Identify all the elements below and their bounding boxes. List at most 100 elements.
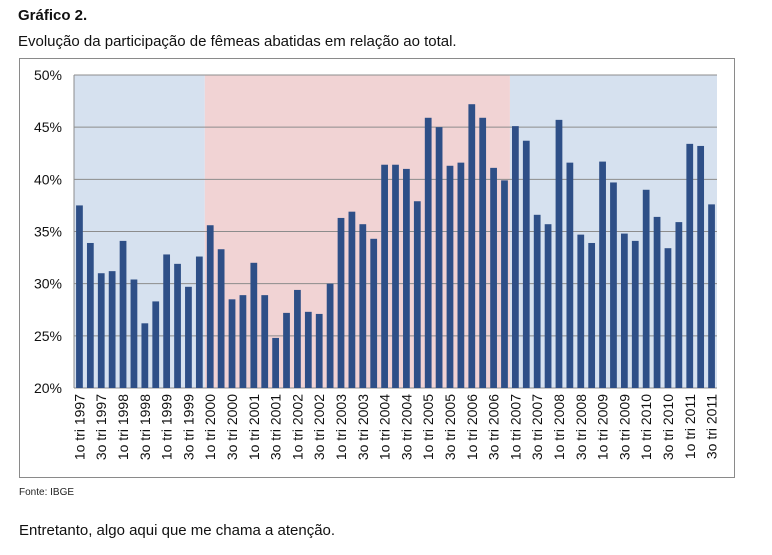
bar-29: [392, 164, 399, 388]
x-tick-label: 3o tri 2000: [224, 394, 240, 460]
bar-40: [512, 126, 519, 388]
bar-16: [250, 262, 258, 388]
bar-13: [217, 249, 225, 388]
y-tick-label: 25%: [34, 328, 62, 344]
x-tick-label: 3o tri 2003: [355, 394, 371, 460]
x-tick-label: 3o tri 1998: [137, 394, 153, 460]
x-tick-label: 1o tri 2008: [551, 394, 567, 460]
x-axis-ticks: 1o tri 1997 3o tri 1997 1o tri 1998 3o tri …: [71, 394, 719, 460]
bar-12: [206, 225, 214, 388]
bar-26: [359, 224, 367, 388]
bar-50: [620, 233, 628, 388]
x-tick-label: 1o tri 2000: [202, 394, 218, 460]
source-note: Fonte: IBGE: [19, 487, 75, 498]
bar-20: [294, 289, 301, 388]
bar-19: [283, 312, 290, 388]
x-tick-label: 3o tri 2005: [442, 394, 458, 460]
bar-52: [642, 189, 650, 388]
bar-41: [522, 140, 530, 388]
bar-49: [610, 182, 617, 388]
y-tick-label: 40%: [34, 171, 62, 187]
bar-22: [315, 313, 323, 388]
bar-53: [653, 216, 661, 388]
bar-39: [501, 180, 508, 388]
bar-7: [152, 301, 160, 388]
x-tick-label: 3o tri 2009: [616, 394, 632, 460]
x-tick-label: 1o tri 1997: [71, 394, 87, 460]
bar-2: [97, 273, 105, 388]
bar-35: [457, 162, 465, 388]
bar-43: [544, 224, 552, 388]
y-tick-label: 45%: [34, 119, 62, 135]
x-tick-label: 1o tri 2006: [464, 394, 480, 460]
bar-56: [686, 143, 694, 388]
x-tick-label: 3o tri 2004: [398, 394, 414, 460]
bar-36: [468, 104, 476, 389]
bar-3: [108, 271, 116, 388]
bar-5: [130, 279, 138, 388]
bar-57: [697, 145, 705, 388]
bar-46: [577, 234, 585, 388]
bar-25: [348, 211, 356, 388]
y-axis-ticks: 20% 25% 30% 35% 40% 45% 50%: [34, 67, 62, 396]
bar-18: [272, 337, 279, 388]
bar-24: [337, 217, 345, 388]
x-tick-label: 3o tri 2007: [529, 394, 545, 460]
x-tick-label: 1o tri 2004: [377, 394, 393, 460]
bar-27: [370, 238, 378, 388]
y-tick-label: 35%: [34, 224, 62, 240]
figure-title: Gráfico 2.: [18, 7, 88, 24]
y-tick-label: 30%: [34, 276, 62, 292]
bar-42: [533, 214, 541, 388]
bar-8: [163, 254, 171, 388]
bar-31: [413, 201, 421, 388]
x-tick-label: 1o tri 2009: [595, 394, 611, 460]
x-tick-label: 1o tri 2007: [507, 394, 523, 460]
bar-9: [174, 263, 181, 388]
bar-17: [261, 295, 269, 388]
x-tick-label: 1o tri 2003: [333, 394, 349, 460]
bar-0: [76, 205, 83, 388]
bar-4: [119, 240, 127, 388]
x-tick-label: 3o tri 2011: [704, 394, 720, 459]
bar-23: [326, 283, 334, 388]
x-tick-label: 1o tri 2001: [246, 394, 262, 460]
bar-55: [675, 222, 683, 388]
bar-11: [195, 256, 203, 388]
x-tick-label: 3o tri 2008: [573, 394, 589, 460]
bar-48: [599, 161, 606, 388]
x-tick-label: 3o tri 2001: [268, 394, 284, 460]
bar-51: [631, 240, 639, 388]
bar-54: [664, 248, 672, 388]
bar-37: [479, 117, 487, 388]
bar-15: [239, 295, 247, 388]
bar-1: [86, 242, 94, 388]
bar-34: [446, 165, 454, 388]
figure-caption: Evolução da participação de fêmeas abati…: [18, 33, 457, 50]
bar-58: [708, 204, 715, 388]
x-tick-label: 1o tri 2002: [289, 394, 305, 460]
x-tick-label: 3o tri 1999: [180, 394, 196, 460]
bar-45: [566, 162, 574, 388]
y-tick-label: 20%: [34, 380, 62, 396]
bar-33: [435, 127, 443, 389]
x-tick-label: 3o tri 1997: [93, 394, 109, 460]
bar-10: [185, 286, 192, 388]
bar-28: [381, 164, 388, 388]
bar-32: [424, 117, 432, 388]
x-tick-label: 1o tri 2005: [420, 394, 436, 460]
x-tick-label: 1o tri 1999: [159, 394, 175, 460]
bar-47: [588, 242, 596, 388]
footer-text: Entretanto, algo aqui que me chama a ate…: [19, 522, 336, 539]
bar-30: [403, 168, 410, 388]
x-tick-label: 3o tri 2010: [660, 394, 676, 460]
x-tick-label: 1o tri 2011: [682, 394, 698, 459]
y-tick-label: 50%: [34, 67, 62, 83]
bar-38: [490, 167, 497, 388]
x-tick-label: 1o tri 2010: [638, 394, 654, 460]
bar-44: [555, 119, 563, 388]
bar-14: [228, 299, 236, 388]
bar-6: [141, 323, 149, 388]
bar-21: [304, 311, 312, 388]
